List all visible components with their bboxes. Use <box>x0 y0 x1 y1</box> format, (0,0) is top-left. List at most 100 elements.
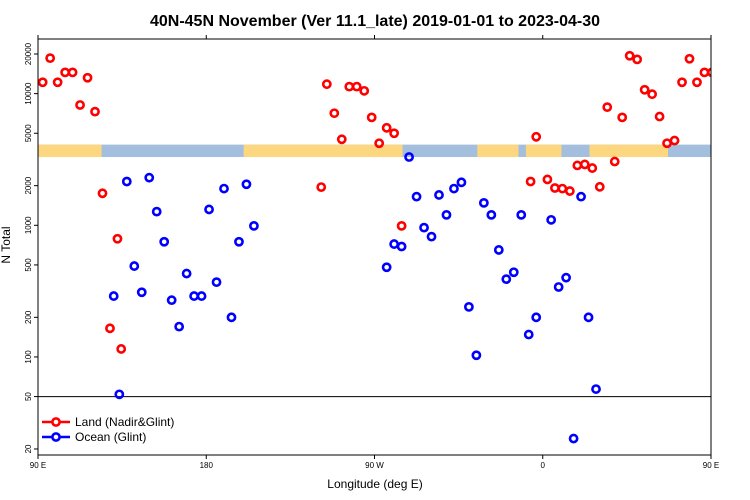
y-axis-label: N Total <box>0 226 13 263</box>
land-point <box>647 89 658 100</box>
ocean-point <box>531 312 542 323</box>
land-point <box>381 122 392 133</box>
ocean-point <box>471 350 482 361</box>
ocean-point <box>136 287 147 298</box>
land-point <box>321 79 332 90</box>
land-point <box>396 220 407 231</box>
x-tick-label: 0 <box>541 461 546 470</box>
y-tick-label: 20000 <box>24 42 33 65</box>
land-point <box>707 67 711 78</box>
land-point <box>45 53 56 64</box>
land-point <box>105 323 115 334</box>
ocean-point <box>523 329 534 340</box>
land-point <box>542 174 553 185</box>
land-point <box>116 344 127 354</box>
ocean-point <box>381 262 392 273</box>
y-tick-label: 500 <box>24 258 33 272</box>
land-point <box>531 131 542 142</box>
land-point <box>632 54 643 65</box>
land-point <box>746 325 750 332</box>
land-point <box>557 183 568 194</box>
ocean-point <box>546 214 557 225</box>
ocean-point <box>404 152 414 162</box>
x-tick-label: 90 W <box>365 461 384 470</box>
land-point <box>344 81 355 92</box>
ocean-point <box>426 231 437 242</box>
strip-land-segment <box>477 144 519 158</box>
land-point <box>97 188 108 199</box>
ocean-point <box>411 191 422 202</box>
land-mask-strip <box>38 144 711 158</box>
ocean-point <box>493 245 504 255</box>
ocean-point <box>234 236 244 247</box>
land-point <box>366 112 377 123</box>
ocean-point <box>419 222 429 233</box>
legend-marker <box>51 432 61 442</box>
ocean-point <box>196 291 207 301</box>
y-tick-label: 50 <box>24 392 33 401</box>
land-point <box>624 50 635 61</box>
x-axis-label: Longitude (deg E) <box>327 477 422 491</box>
ocean-point <box>501 274 512 285</box>
ocean-point <box>456 177 467 188</box>
strip-land-segment <box>525 144 562 158</box>
plot-frame <box>37 38 712 456</box>
y-tick-label: 200 <box>24 310 33 324</box>
ocean-point <box>576 191 586 202</box>
land-point <box>639 84 650 95</box>
ocean-point <box>121 176 132 187</box>
land-point <box>602 102 613 113</box>
ocean-point <box>226 312 237 323</box>
ocean-point <box>159 236 170 247</box>
chart-title: 40N-45N November (Ver 11.1_late) 2019-01… <box>150 13 600 30</box>
land-point <box>738 190 745 197</box>
ocean-point <box>249 220 259 231</box>
legend-label: Ocean (Glint) <box>75 430 146 444</box>
y-tick-label: 2000 <box>24 176 33 194</box>
land-point <box>564 186 575 196</box>
strip-land-segment <box>38 144 102 158</box>
land-point <box>90 106 100 117</box>
ocean-point <box>189 291 199 301</box>
ocean-point <box>114 389 125 400</box>
land-point <box>699 67 710 78</box>
land-point <box>716 101 723 108</box>
y-tick-label: 10000 <box>24 82 33 105</box>
land-point <box>572 160 583 171</box>
ocean-point <box>516 209 527 220</box>
y-tick-label: 100 <box>24 350 33 364</box>
x-tick-label: 90 E <box>703 461 719 470</box>
land-point <box>662 138 672 149</box>
y-axis-ticks: 20 50 100 200 500 1000 2000 5000 10000 20000 <box>24 42 38 453</box>
land-point <box>692 77 702 88</box>
land-point <box>336 134 347 145</box>
land-point <box>587 163 598 173</box>
ocean-point <box>151 206 162 217</box>
land-point <box>654 111 665 122</box>
land-point <box>550 183 560 193</box>
ocean-point <box>108 291 119 301</box>
ocean-point <box>568 433 579 444</box>
ocean-point <box>583 312 594 323</box>
ocean-point <box>389 239 400 249</box>
ocean-point <box>449 183 459 194</box>
data-points <box>38 50 750 444</box>
land-point <box>359 85 370 96</box>
land-point <box>351 81 362 92</box>
land-point <box>731 108 738 115</box>
land-point <box>684 53 695 64</box>
strip-land-segment <box>243 144 403 158</box>
ocean-point <box>144 172 155 183</box>
land-point <box>723 74 730 81</box>
land-point <box>677 77 687 88</box>
ocean-point <box>211 277 222 288</box>
y-tick-label: 5000 <box>24 124 33 142</box>
ocean-point <box>434 190 444 200</box>
land-point <box>60 67 71 78</box>
land-point <box>329 108 340 119</box>
land-point <box>579 159 590 170</box>
x-axis-top-ticks <box>37 35 712 39</box>
x-tick-label: 180 <box>200 461 214 470</box>
ocean-point <box>508 267 519 278</box>
